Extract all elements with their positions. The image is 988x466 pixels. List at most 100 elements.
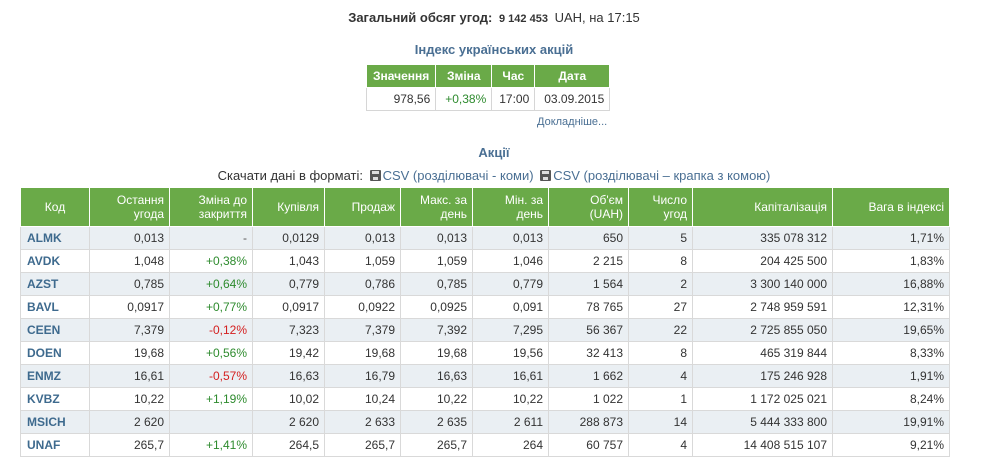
cell-last-trade: 0,785: [89, 272, 170, 296]
cell-day-high: 7,392: [400, 318, 473, 342]
cell-ask: 2 633: [324, 410, 401, 434]
cell-capitalization: 14 408 515 107: [692, 433, 833, 457]
shares-body: ALMK 0,013-0,0129 0,013 0,013 0,013 650 5 335 0…: [20, 226, 950, 457]
cell-change: +0,38%: [169, 249, 253, 273]
volume-currency-time: UAH, на 17:15: [554, 10, 640, 25]
cell-index-weight: 8,24%: [832, 387, 950, 411]
cell-day-low: 7,295: [472, 318, 549, 342]
cell-index-weight: 19,65%: [832, 318, 950, 342]
table-row: ALMK 0,013-0,0129 0,013 0,013 0,013 650 5 335 0…: [20, 226, 950, 250]
col-header-day-high[interactable]: Макс. за день: [400, 187, 473, 227]
cell-volume: 32 413: [548, 341, 629, 365]
cell-capitalization: 204 425 500: [692, 249, 833, 273]
cell-code[interactable]: AVDK: [20, 249, 90, 273]
cell-last-trade: 0,0917: [89, 295, 170, 319]
table-row: KVBZ 10,22 +1,19% 10,02 10,24 10,22 10,22 1 022…: [20, 387, 950, 411]
cell-trade-count: 27: [628, 295, 693, 319]
cell-day-low: 0,779: [472, 272, 549, 296]
index-header-value: Значення: [365, 64, 437, 88]
download-label: Скачати дані в форматі:: [217, 168, 363, 183]
cell-day-low: 0,013: [472, 226, 549, 250]
col-header-bid[interactable]: Купівля: [252, 187, 325, 227]
cell-ask: 16,79: [324, 364, 401, 388]
cell-code[interactable]: ALMK: [20, 226, 90, 250]
total-volume-label: Загальний обсяг угод:: [348, 10, 493, 25]
cell-code[interactable]: UNAF: [20, 433, 90, 457]
shares-title: Акції: [478, 145, 510, 160]
cell-ask: 0,0922: [324, 295, 401, 319]
floppy-disk-icon: [540, 170, 552, 181]
cell-index-weight: 12,31%: [832, 295, 950, 319]
csv-comma-link[interactable]: CSV (розділювачі - коми): [382, 168, 534, 183]
cell-index-weight: 1,71%: [832, 226, 950, 250]
col-header-index-weight[interactable]: Вага в індексі: [832, 187, 950, 227]
cell-volume: 1 564: [548, 272, 629, 296]
cell-volume: 288 873: [548, 410, 629, 434]
cell-ask: 1,059: [324, 249, 401, 273]
cell-code[interactable]: ENMZ: [20, 364, 90, 388]
col-header-ask[interactable]: Продаж: [324, 187, 401, 227]
index-header-time: Час: [491, 64, 536, 88]
cell-trade-count: 4: [628, 364, 693, 388]
csv-semicolon-link[interactable]: CSV (розділювачі – крапка з комою): [553, 168, 771, 183]
cell-ask: 19,68: [324, 341, 401, 365]
cell-trade-count: 22: [628, 318, 693, 342]
cell-change: +0,77%: [169, 295, 253, 319]
cell-last-trade: 10,22: [89, 387, 170, 411]
cell-volume: 650: [548, 226, 629, 250]
cell-capitalization: 335 078 312: [692, 226, 833, 250]
index-header-change: Зміна: [435, 64, 493, 88]
col-header-code[interactable]: Код: [20, 187, 90, 227]
cell-bid: 7,323: [252, 318, 325, 342]
cell-index-weight: 1,83%: [832, 249, 950, 273]
cell-change: +0,64%: [169, 272, 253, 296]
index-value-row: 978,56 +0,38% 17:00 03.09.2015: [365, 87, 611, 111]
table-row: CEEN 7,379 -0,12% 7,323 7,379 7,392 7,295 56 36…: [20, 318, 950, 342]
cell-code[interactable]: AZST: [20, 272, 90, 296]
cell-trade-count: 4: [628, 433, 693, 457]
cell-day-low: 19,56: [472, 341, 549, 365]
cell-capitalization: 2 725 855 050: [692, 318, 833, 342]
cell-day-high: 16,63: [400, 364, 473, 388]
index-change: +0,38%: [435, 87, 493, 111]
cell-ask: 0,013: [324, 226, 401, 250]
cell-code[interactable]: MSICH: [20, 410, 90, 434]
cell-volume: 2 215: [548, 249, 629, 273]
cell-code[interactable]: BAVL: [20, 295, 90, 319]
cell-ask: 0,786: [324, 272, 401, 296]
cell-trade-count: 5: [628, 226, 693, 250]
cell-volume: 78 765: [548, 295, 629, 319]
shares-table: Код Остання угода Зміна до закриття Купі…: [20, 187, 950, 457]
col-header-capitalization[interactable]: Капіталізація: [692, 187, 833, 227]
cell-bid: 1,043: [252, 249, 325, 273]
cell-trade-count: 8: [628, 249, 693, 273]
cell-code[interactable]: DOEN: [20, 341, 90, 365]
col-header-change[interactable]: Зміна до закриття: [169, 187, 253, 227]
cell-day-high: 19,68: [400, 341, 473, 365]
cell-change: -: [169, 226, 253, 250]
total-volume-value: 9 142 453: [499, 13, 548, 25]
cell-day-low: 1,046: [472, 249, 549, 273]
table-row: AVDK 1,048 +0,38% 1,043 1,059 1,059 1,046 2 215…: [20, 249, 950, 273]
cell-day-high: 0,013: [400, 226, 473, 250]
cell-last-trade: 0,013: [89, 226, 170, 250]
cell-code[interactable]: KVBZ: [20, 387, 90, 411]
shares-header-row: Код Остання угода Зміна до закриття Купі…: [20, 187, 950, 227]
cell-trade-count: 14: [628, 410, 693, 434]
table-row: ENMZ 16,61 -0,57% 16,63 16,79 16,63 16,61 1 662…: [20, 364, 950, 388]
more-details-link[interactable]: Докладніше...: [537, 116, 608, 128]
cell-capitalization: 175 246 928: [692, 364, 833, 388]
cell-day-high: 0,0925: [400, 295, 473, 319]
cell-bid: 19,42: [252, 341, 325, 365]
col-header-volume[interactable]: Об'єм (UAH): [548, 187, 629, 227]
col-header-day-low[interactable]: Мін. за день: [472, 187, 549, 227]
cell-trade-count: 8: [628, 341, 693, 365]
col-header-last-trade[interactable]: Остання угода: [89, 187, 170, 227]
cell-code[interactable]: CEEN: [20, 318, 90, 342]
cell-capitalization: 5 444 333 800: [692, 410, 833, 434]
index-time: 17:00: [491, 87, 536, 111]
index-header-row: Значення Зміна Час Дата: [365, 64, 611, 88]
col-header-trade-count[interactable]: Число угод: [628, 187, 693, 227]
cell-last-trade: 265,7: [89, 433, 170, 457]
cell-capitalization: 465 319 844: [692, 341, 833, 365]
